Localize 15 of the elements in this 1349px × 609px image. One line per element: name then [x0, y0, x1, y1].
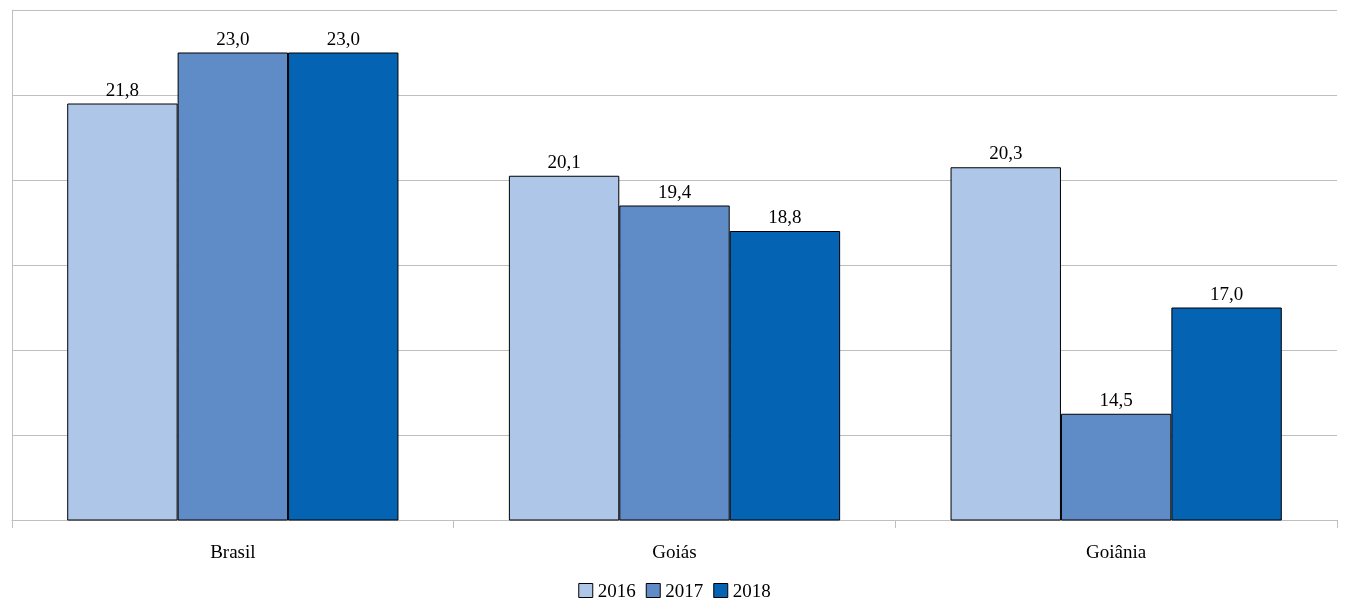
data-label: 19,4 — [657, 180, 692, 202]
data-label: 23,0 — [326, 27, 360, 49]
x-tick-label: Brasil — [210, 541, 256, 562]
data-label: 20,1 — [547, 150, 581, 172]
data-label: 18,8 — [768, 206, 802, 227]
legend-label: 2017 — [665, 580, 704, 601]
data-label: 14,5 — [1099, 388, 1133, 410]
x-tick-label: Goiânia — [1086, 541, 1147, 562]
legend-label: 2016 — [597, 580, 636, 601]
x-tick-label: Goiás — [652, 541, 697, 562]
data-label: 23,0 — [216, 27, 250, 49]
data-label: 21,8 — [105, 78, 140, 100]
data-label: 17,0 — [1209, 282, 1244, 304]
legend-label: 2018 — [732, 580, 771, 601]
data-label: 20,3 — [989, 142, 1023, 164]
